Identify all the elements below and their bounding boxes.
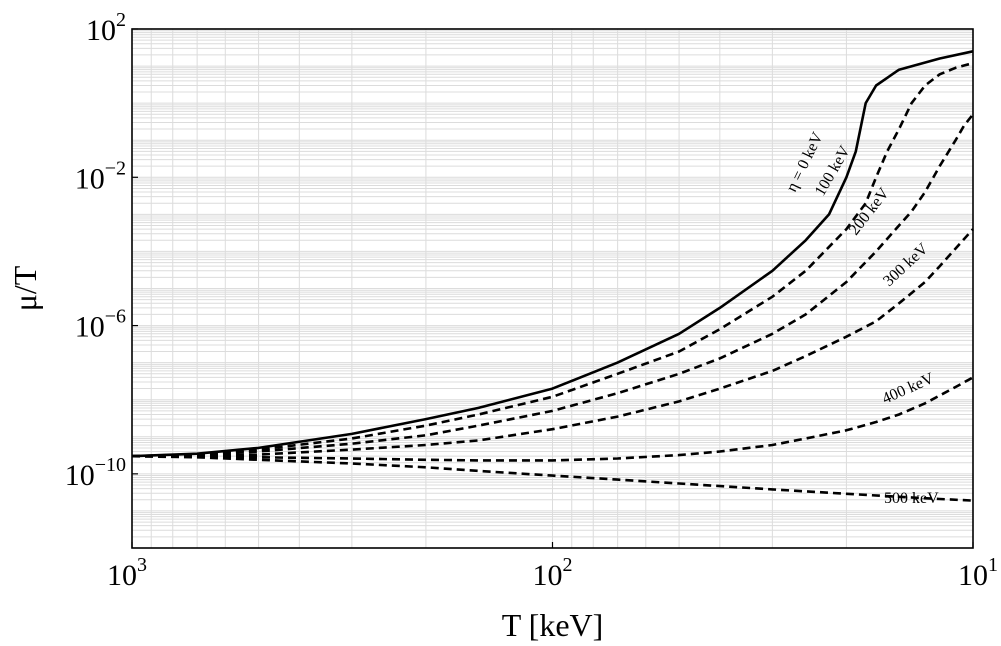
x-axis-title: T [keV] [502, 607, 604, 643]
curve-label: 500 keV [884, 490, 939, 507]
series-line [131, 454, 974, 502]
series-line [131, 113, 975, 458]
series-line [131, 50, 974, 458]
curves [131, 50, 975, 502]
grid [132, 29, 973, 548]
series-line [131, 61, 974, 458]
series-line [131, 376, 974, 462]
y-axis-title: μ/T [7, 265, 43, 311]
y-tick-label: 10−2 [75, 157, 126, 195]
